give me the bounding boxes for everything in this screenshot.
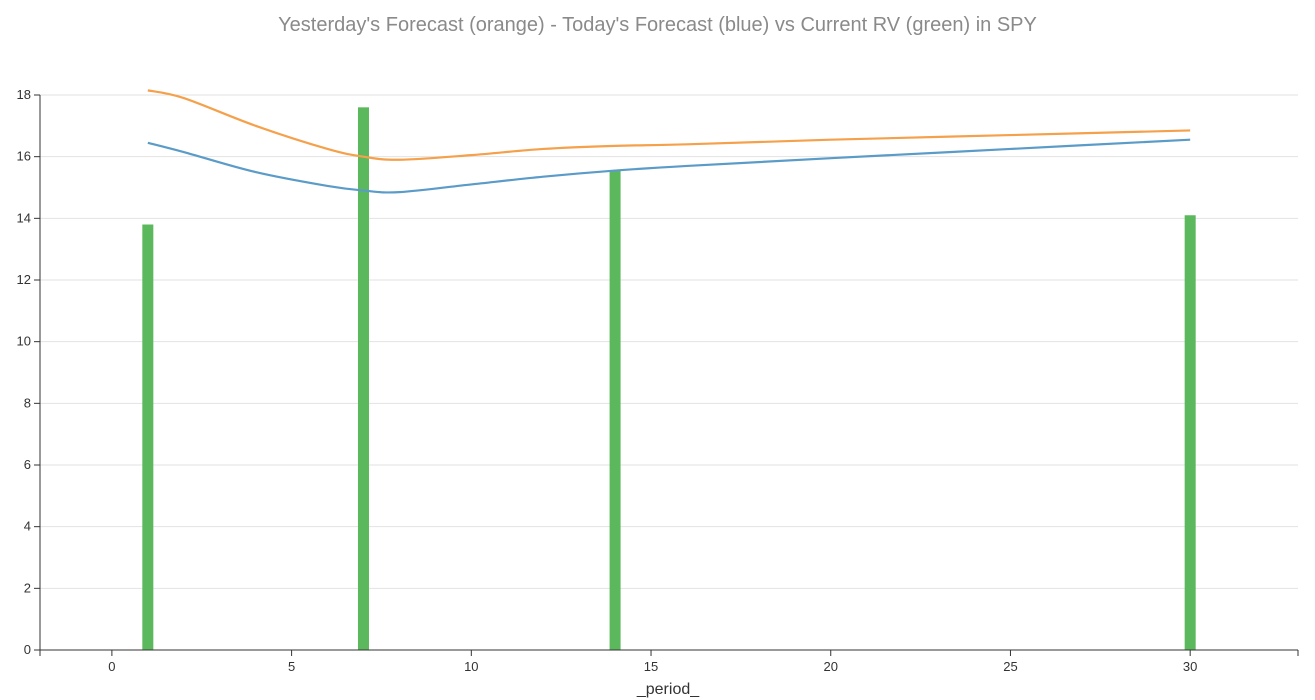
grid-layer [40, 94, 1298, 589]
y-tick-label-3: 6 [24, 457, 31, 472]
y-tick-label-2: 4 [24, 519, 31, 534]
series-line-today-forecast [147, 138, 1191, 194]
y-tick-label-7: 14 [17, 210, 31, 225]
y-tick-label-0: 0 [24, 642, 31, 657]
x-tick-label-1: 5 [288, 659, 295, 674]
x-tick-label-0: 0 [108, 659, 115, 674]
axis-layer: 0 2 4 6 8 10 12 14 16 18 0 5 10 15 20 25 30 [17, 87, 1299, 674]
y-tick-label-4: 8 [24, 395, 31, 410]
bar-layer [142, 107, 1196, 651]
y-tick-label-6: 12 [17, 272, 31, 287]
x-tick-label-4: 20 [824, 659, 838, 674]
chart-title: Yesterday's Forecast (orange) - Today's … [278, 14, 1037, 36]
x-tick-label-2: 10 [464, 659, 478, 674]
y-tick-label-9: 18 [17, 87, 31, 102]
y-tick-label-5: 10 [17, 334, 31, 349]
x-tick-label-6: 30 [1183, 659, 1197, 674]
x-tick-label-5: 25 [1003, 659, 1017, 674]
bar-rv-30 [1184, 215, 1196, 650]
bar-rv-1 [142, 224, 154, 650]
line-layer [147, 89, 1191, 194]
series-line-yesterday-forecast [147, 89, 1191, 161]
bar-rv-7 [357, 107, 369, 651]
y-tick-label-1: 2 [24, 580, 31, 595]
bar-rv-14 [609, 170, 621, 650]
x-tick-label-3: 15 [644, 659, 658, 674]
y-tick-label-8: 16 [17, 149, 31, 164]
x-axis-label: _period_ [636, 681, 700, 698]
